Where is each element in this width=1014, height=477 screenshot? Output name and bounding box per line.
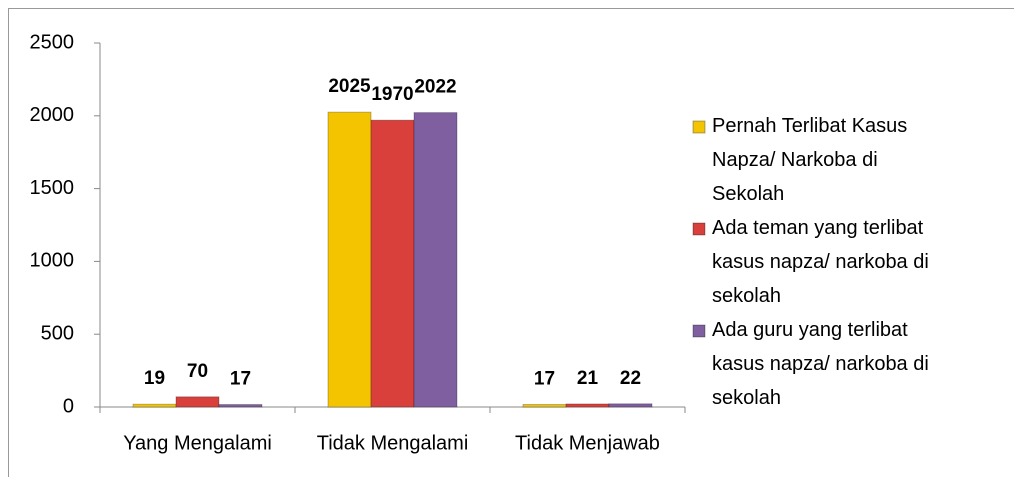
data-label: 17 — [534, 369, 555, 390]
legend-swatch — [692, 120, 706, 134]
data-label: 2025 — [328, 76, 371, 97]
data-label: 19 — [144, 368, 165, 389]
chart-border — [8, 8, 1014, 477]
data-label: 2022 — [414, 77, 456, 98]
bar — [522, 404, 567, 408]
data-label: 21 — [577, 368, 599, 389]
bar — [565, 403, 610, 408]
bar — [175, 396, 220, 408]
bar — [413, 112, 458, 408]
legend-swatch — [692, 222, 706, 236]
data-label: 22 — [620, 368, 641, 389]
y-tick-label: 2500 — [30, 31, 75, 53]
y-tick-label: 2000 — [30, 104, 75, 126]
y-tick-label: 0 — [63, 395, 74, 417]
x-tick-label: Tidak Menjawab — [515, 432, 660, 454]
bar — [608, 403, 653, 408]
x-tick-label: Yang Mengalami — [123, 432, 272, 454]
bar — [327, 111, 372, 408]
bar — [370, 119, 415, 408]
legend-swatch — [692, 324, 706, 338]
legend-label: Ada teman yang terlibat kasus napza/ nar… — [712, 217, 934, 307]
data-label: 1970 — [371, 84, 413, 105]
data-label: 70 — [187, 361, 208, 382]
legend-label: Pernah Terlibat Kasus Napza/ Narkoba di … — [712, 115, 913, 205]
y-tick-label: 1500 — [30, 177, 75, 199]
x-tick-label: Tidak Mengalami — [317, 432, 469, 454]
legend-label: Ada guru yang terlibat kasus napza/ nark… — [712, 319, 934, 409]
bar — [132, 403, 177, 408]
data-label: 17 — [230, 369, 251, 390]
bar — [218, 404, 263, 408]
y-tick-label: 500 — [41, 322, 74, 344]
y-tick-label: 1000 — [30, 250, 75, 272]
